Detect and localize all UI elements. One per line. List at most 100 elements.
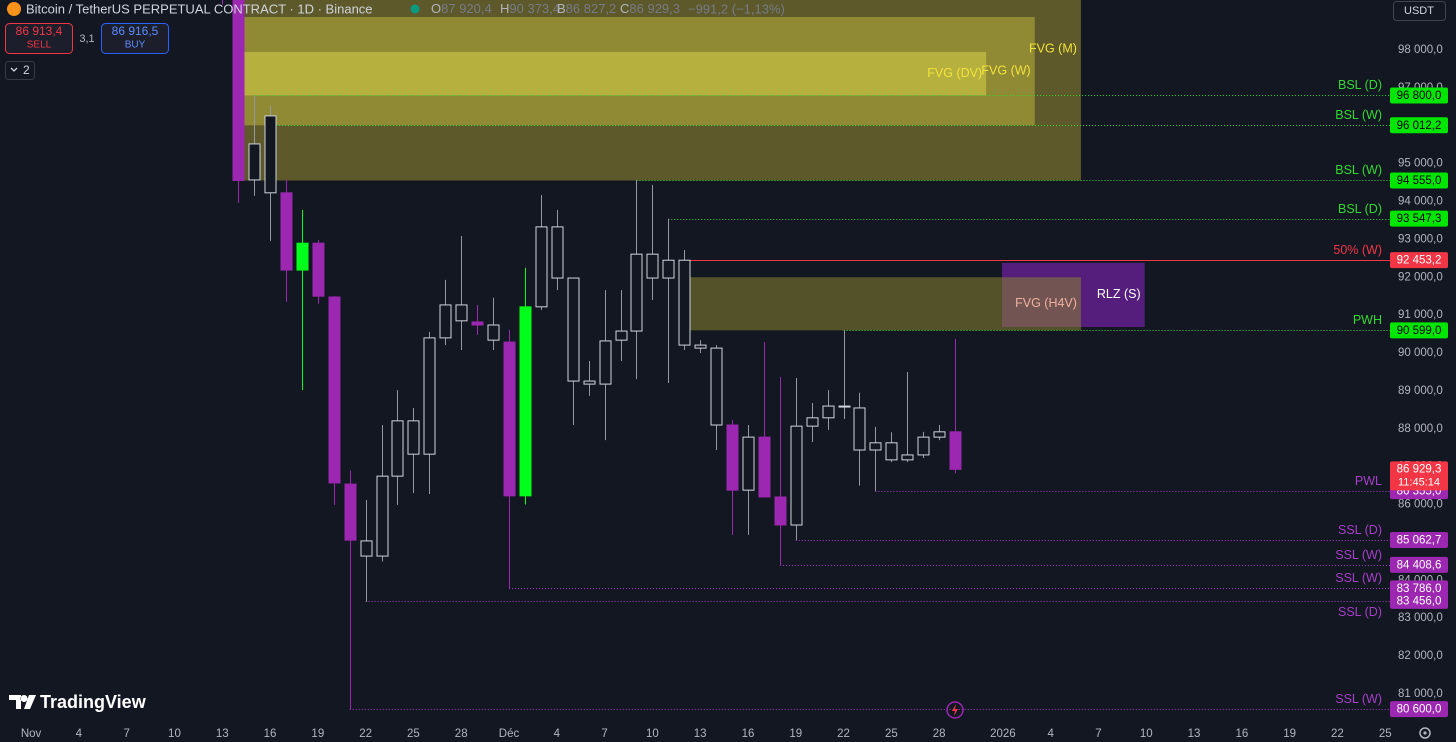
x-tick-label: 7 [1095,728,1101,740]
candle-body [853,407,866,451]
x-tick-label: 25 [407,728,420,740]
x-tick-label: 19 [789,728,802,740]
price-tag [1390,252,1448,269]
price-tag-label: 83 786,0 [1397,583,1442,595]
candle-body [535,226,548,308]
current-price-label: 86 929,3 [1397,463,1442,475]
buy-label[interactable]: BUY [125,40,146,51]
price-tag-label: 92 453,2 [1397,255,1442,267]
x-tick-label: 4 [554,728,561,740]
y-tick-label: 90 000,0 [1398,347,1443,359]
candle-body [328,296,341,484]
price-tag [1390,592,1448,609]
candle-body [360,540,373,557]
y-tick-label: 91 000,0 [1398,309,1443,321]
x-tick-label: 25 [1379,728,1392,740]
candle-body [630,253,643,332]
price-tag [1390,117,1448,134]
price-tag [1390,701,1448,718]
x-tick-label: 10 [168,728,181,740]
x-tick-label: 13 [216,728,229,740]
x-tick-label: 16 [742,728,755,740]
ohlc-value: 87 920,4 [441,1,492,16]
price-tag [1390,210,1448,227]
tv-logo-icon [9,695,36,709]
spread: 3,1 [79,33,94,45]
price-tag-label: 94 555,0 [1397,175,1442,187]
level-label: SSL (W) [1335,571,1382,585]
x-tick-label: 7 [601,728,607,740]
level-label: SSL (W) [1335,548,1382,562]
candle-body [391,420,404,477]
settings-icon-core[interactable] [1423,731,1427,735]
level-label: BSL (W) [1335,108,1382,122]
price-tag-label: 83 456,0 [1397,595,1442,607]
chevron-icon[interactable] [10,67,18,72]
sell-price[interactable]: 86 913,4 [16,24,63,38]
ohlc-key: B [557,1,566,16]
symbol-title: Bitcoin / TetherUS PERPETUAL CONTRACT · … [26,1,373,16]
candle-body [694,344,707,349]
candle-body [567,277,580,382]
candle-body [742,436,755,491]
events-icon[interactable] [946,701,964,719]
buy-price[interactable]: 86 916,5 [112,24,159,38]
candle-body [471,321,484,326]
y-tick-label: 86 000,0 [1398,499,1443,511]
candle-body [646,253,659,279]
candle-body [758,436,771,498]
x-tick-label: 19 [1283,728,1296,740]
y-tick-label: 82 000,0 [1398,650,1443,662]
level-label: PWH [1353,313,1382,327]
candle-body [838,405,851,408]
candle-body [503,341,516,497]
candle-body [933,431,946,438]
ohlc-key: O [431,1,441,16]
candle-body [806,417,819,427]
tv-logo: TradingView [40,692,147,712]
y-tick-label: 95 000,0 [1398,158,1443,170]
candle-body [312,242,325,297]
indicators-count[interactable]: 2 [23,63,30,77]
indicators-toggle[interactable] [5,61,35,80]
symbol-logo [7,2,21,16]
ohlc: H90 373,4 [500,1,560,16]
candle-body [487,324,500,341]
candle-body [232,0,245,181]
level-label: BSL (D) [1338,202,1382,216]
x-tick-label: 16 [1235,728,1248,740]
y-tick-label: 93 000,0 [1398,233,1443,245]
zone-label: FVG (H4V) [1015,296,1077,310]
candle-body [296,242,309,271]
y-tick-label: 88 000,0 [1398,423,1443,435]
buy-button[interactable] [101,23,169,54]
sell-button[interactable] [5,23,73,54]
x-tick-label: 19 [311,728,324,740]
x-tick-label: 10 [646,728,659,740]
events-bolt[interactable] [952,704,958,716]
price-tag [1390,172,1448,189]
sell-label[interactable]: SELL [27,40,52,51]
x-tick-label: 25 [885,728,898,740]
candle-body [583,380,596,385]
x-tick-label: 4 [76,728,83,740]
level-label: BSL (W) [1335,163,1382,177]
x-tick-label: 28 [455,728,468,740]
settings-icon[interactable] [1419,727,1431,739]
price-tag-label: 96 012,2 [1397,120,1442,132]
candle-body [710,347,723,426]
y-tick-label: 92 000,0 [1398,271,1443,283]
candle-body [615,330,628,341]
level-label: SSL (D) [1338,605,1382,619]
zone [242,52,987,96]
y-tick-label: 94 000,0 [1398,196,1443,208]
currency[interactable]: USDT [1404,5,1434,17]
level-label: SSL (D) [1338,523,1382,537]
currency-button[interactable] [1393,1,1446,21]
candle-body [455,304,468,322]
x-tick-label: 13 [1188,728,1201,740]
x-tick-label: 10 [1140,728,1153,740]
x-tick-label: 2026 [990,728,1016,740]
level-label: BSL (D) [1338,78,1382,92]
zone-label: FVG (W) [981,63,1030,77]
